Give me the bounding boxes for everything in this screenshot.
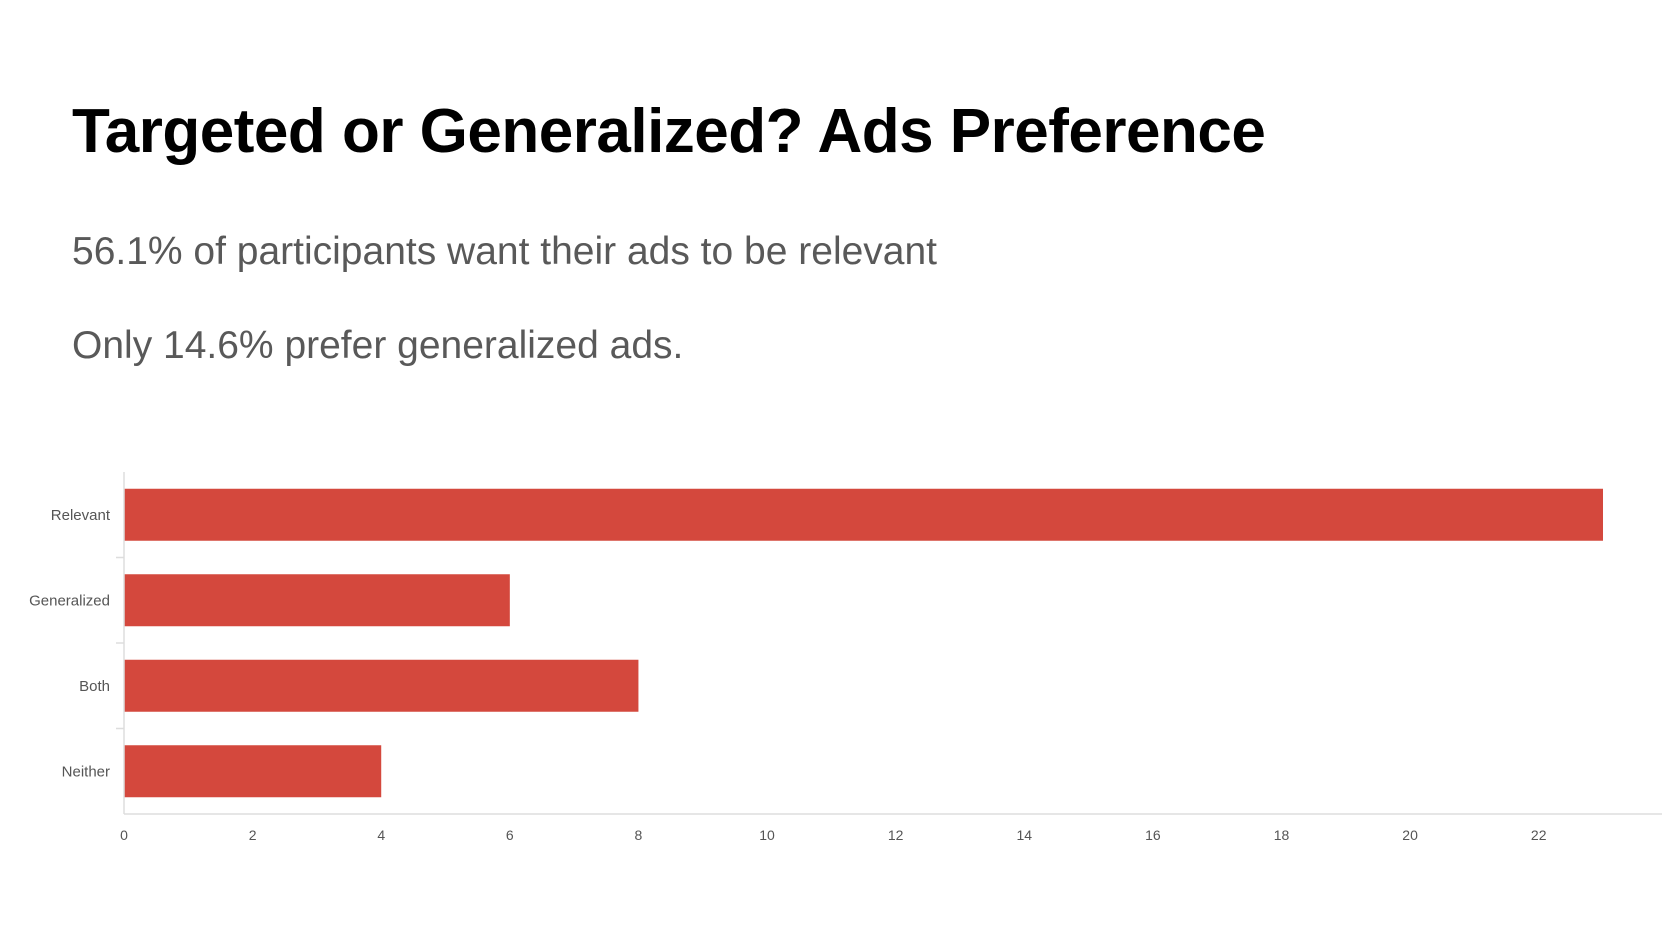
bar-neither <box>124 745 382 798</box>
x-tick-label: 0 <box>120 827 128 843</box>
category-label-generalized: Generalized <box>29 592 110 609</box>
bar-both <box>124 659 639 712</box>
bars-layer <box>124 488 1603 798</box>
category-label-neither: Neither <box>62 763 110 780</box>
x-tick-label: 20 <box>1402 827 1418 843</box>
x-tick-label: 12 <box>888 827 904 843</box>
bar-relevant <box>124 488 1603 541</box>
bullet-relevant-stat: 56.1% of participants want their ads to … <box>72 230 938 273</box>
x-tick-label: 16 <box>1145 827 1161 843</box>
axis-layer <box>116 472 1662 815</box>
x-tick-label: 10 <box>759 827 775 843</box>
bar-generalized <box>124 574 510 627</box>
x-tick-label: 4 <box>377 827 385 843</box>
x-tick-label: 18 <box>1274 827 1290 843</box>
category-label-both: Both <box>79 678 110 695</box>
x-tick-label: 14 <box>1016 827 1032 843</box>
x-tick-label: 6 <box>506 827 514 843</box>
x-tick-label: 22 <box>1531 827 1547 843</box>
category-label-relevant: Relevant <box>51 507 111 524</box>
labels-layer: Relevant Generalized Both Neither 0 2 4 6 8 10 12 1… <box>29 507 1547 843</box>
bullet-generalized-stat: Only 14.6% prefer generalized ads. <box>72 324 684 367</box>
x-tick-label: 8 <box>635 827 643 843</box>
x-tick-label: 2 <box>249 827 257 843</box>
slide-title: Targeted or Generalized? Ads Preference <box>72 97 1266 166</box>
